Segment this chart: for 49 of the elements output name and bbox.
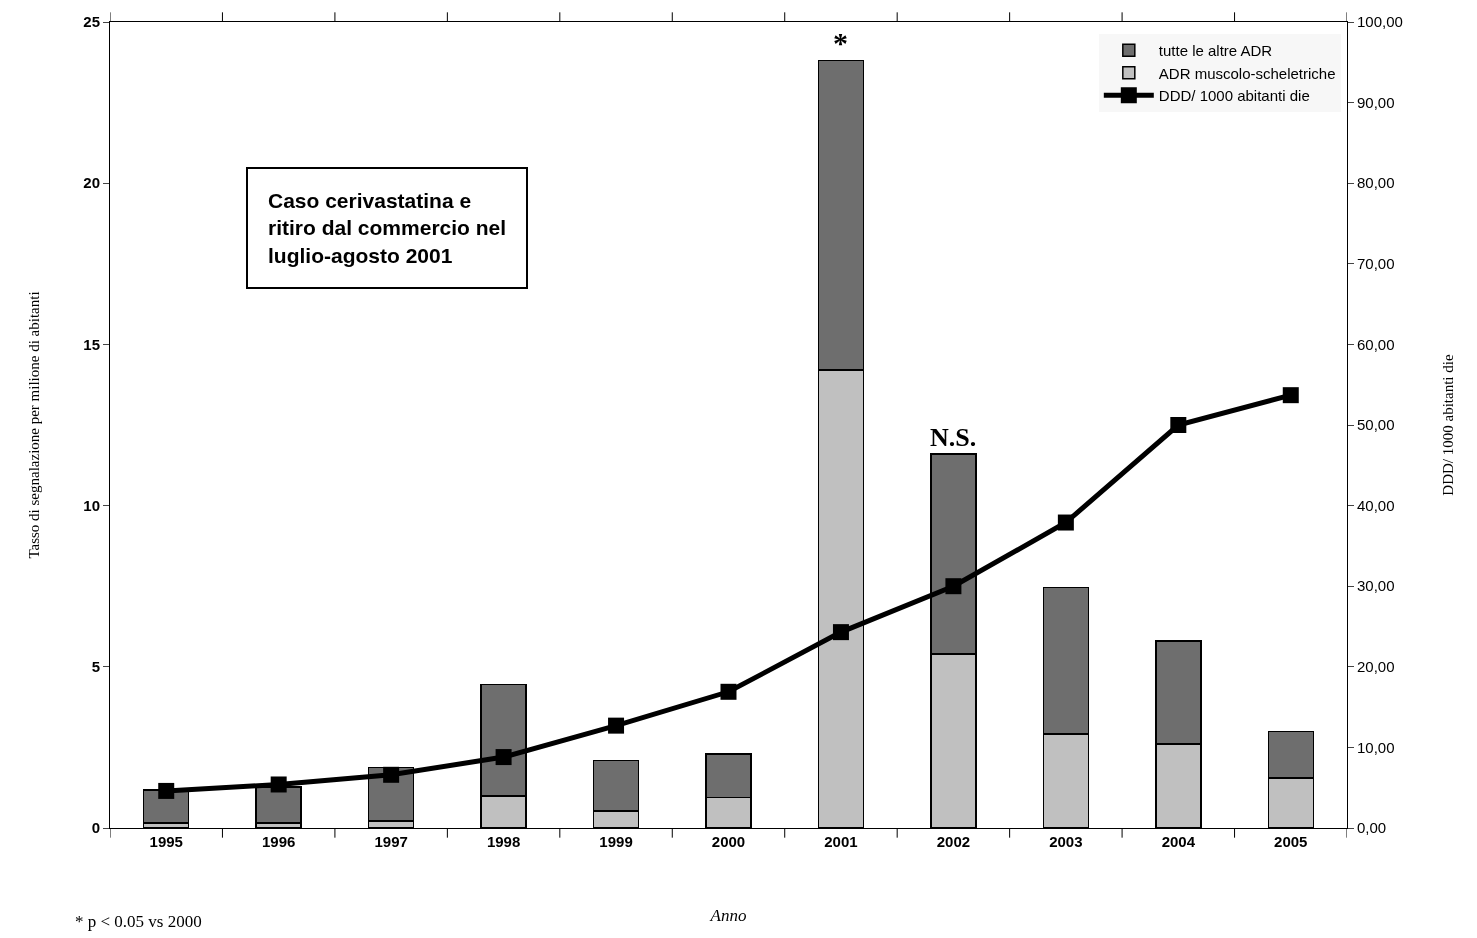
y2-tick-label: 60,00	[1357, 335, 1395, 353]
legend-label: tutte le altre ADR	[1158, 42, 1273, 60]
text: * p < 0.05 vs 2000	[75, 912, 202, 931]
point	[383, 766, 400, 783]
y-tick-label: 5	[91, 658, 100, 676]
y-tick-label: 20	[83, 174, 100, 192]
point	[1057, 514, 1074, 531]
point	[832, 624, 849, 641]
x-tick-label: 1995	[149, 833, 183, 850]
legend-label: ADR muscolo-scheletriche	[1158, 64, 1336, 82]
y-tick-label: 0	[91, 819, 100, 837]
y2-tick-label: 30,00	[1357, 577, 1395, 595]
x-tick-label: 2005	[1274, 833, 1308, 850]
x-tick-label: 2003	[1049, 833, 1083, 850]
x-tick-label: 2004	[1161, 833, 1196, 850]
annotation: N.S.	[930, 423, 977, 452]
legend-label: DDD/ 1000 abitanti die	[1158, 87, 1310, 105]
x-tick-label: 1996	[261, 833, 296, 850]
x-tick-label: 2002	[936, 833, 971, 850]
y-tick-label: 10	[83, 496, 100, 514]
y2-tick-label: 10,00	[1357, 738, 1395, 756]
y2-axis-title: DDD/ 1000 abitanti die	[1439, 354, 1456, 496]
y2-tick-label: 0,00	[1357, 819, 1387, 837]
x-tick-label: 2000	[711, 833, 746, 850]
x-tick-label: 1999	[599, 833, 633, 850]
y2-tick-label: 50,00	[1357, 416, 1395, 434]
x-axis-title: Anno	[709, 906, 747, 926]
y-tick-label: 15	[83, 335, 100, 353]
x-tick-label: 1997	[374, 833, 408, 850]
x-tick-label: 2001	[824, 833, 858, 850]
x-tick-label: 1998	[486, 833, 521, 850]
point	[270, 776, 287, 793]
point	[495, 749, 512, 766]
point	[1170, 417, 1187, 433]
point	[158, 782, 175, 799]
y-tick-label: 25	[83, 13, 100, 31]
y2-tick-label: 20,00	[1357, 658, 1395, 676]
y2-tick-label: 90,00	[1357, 93, 1395, 111]
y2-tick-label: 100,00	[1357, 13, 1403, 31]
annotation: Caso cerivastatina e ritiro dal commercio nel luglio-agosto 2001	[268, 189, 507, 267]
y-axis-title: Tasso di segnalazione per milione di abitanti	[25, 291, 42, 559]
point	[608, 717, 625, 734]
annotation: *	[833, 26, 848, 59]
y2-tick-label: 70,00	[1357, 255, 1395, 273]
point	[1282, 387, 1299, 404]
point	[720, 683, 737, 700]
point	[945, 578, 962, 595]
y2-tick-label: 80,00	[1357, 174, 1395, 192]
y2-tick-label: 40,00	[1357, 496, 1395, 514]
